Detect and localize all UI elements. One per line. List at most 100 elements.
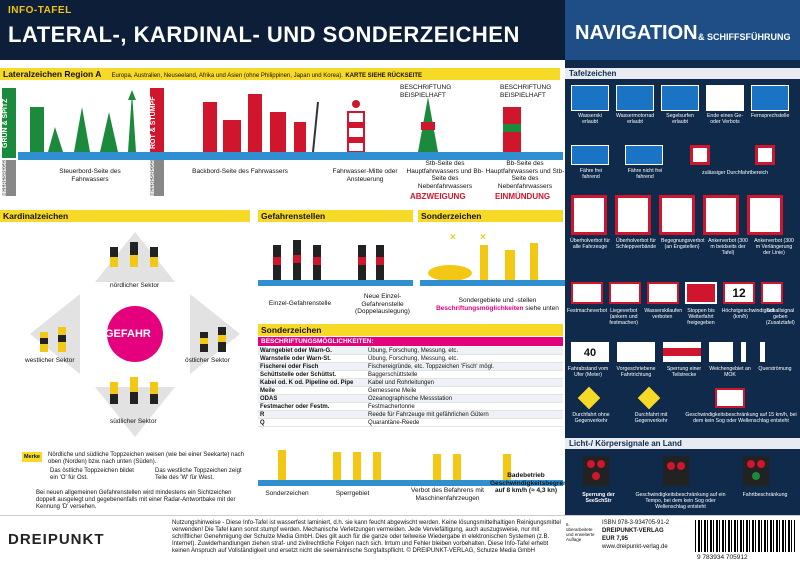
sonder-caption: Sondergebiete und -stellen Beschriftungs…	[430, 297, 565, 312]
neue-gefahr-caption: Neue Einzel-Gefahrenstelle (Doppelausleg…	[355, 293, 410, 315]
gefahren-heading: Gefahrenstellen	[258, 210, 413, 222]
speed-limit-value: 12	[723, 282, 755, 304]
nav-banner: NAVIGATION & SCHIFFSFÜHRUNG	[565, 0, 800, 60]
licht-caption: Geschwindigkeitsbeschränkung auf ein Tem…	[635, 492, 726, 510]
wasserski-sign-icon	[571, 85, 609, 111]
table-key: R	[260, 412, 265, 418]
faehre-frei-sign-icon	[571, 145, 609, 165]
sign-captions-row-5: Fahrabstand vom Ufer (Meter) Vorgeschrie…	[567, 366, 799, 378]
sonder-caption-1: Sondergebiete und -stellen	[458, 297, 537, 304]
table-key: Warngebiet oder Warn-G.	[260, 348, 332, 354]
festmacheverbot-sign-icon	[571, 282, 603, 304]
lateral-caption-1: Steuerbord-Seite des Fahrwassers	[59, 168, 121, 183]
bottom-caption-b: Sperrgebiet	[335, 490, 370, 497]
sign-row-1	[571, 85, 796, 111]
south-sector-label: südlicher Sektor	[110, 418, 157, 425]
sign-caption: Ankerverbot (300 m beidseits der Tafel)	[708, 238, 748, 256]
durchfahrt-left-sign-icon	[690, 145, 710, 165]
barcode-digits: 9 783934 705912	[697, 554, 748, 561]
barcode	[695, 520, 795, 552]
kardinal-note-1: Nördliche und südliche Toppzeichen weise…	[48, 452, 245, 465]
weichengebiet-sign-icon	[709, 342, 733, 362]
usage-notice: Nutzungshinweise - Diese Info-Tafel ist …	[172, 520, 561, 554]
publisher: DREIPUNKT-VERLAG	[602, 528, 664, 534]
sign-row-4: 12	[571, 282, 796, 304]
sign-caption: zulässiger Durchfahrtbereich	[701, 170, 769, 176]
lateral-buoys-illustration	[18, 90, 563, 160]
sonder-buoys: × ×	[420, 232, 565, 286]
begegnungsverbot-sign-icon	[659, 195, 695, 235]
ende-verbot-sign-icon	[706, 85, 744, 111]
bottom-caption-d: Badebetrieb Geschwindigkeitsbegrenzung a…	[490, 472, 583, 494]
dreipunkt-logo: DREIPUNKT	[8, 531, 105, 548]
sign-caption: Liegeverbot (ankern und festmachen)	[609, 308, 638, 326]
faehre-nicht-frei-sign-icon	[625, 145, 663, 165]
table-key: Meile	[260, 388, 276, 394]
sonder-heading: Sonderzeichen	[418, 210, 563, 222]
header-banner: INFO-TAFEL LATERAL-, KARDINAL- UND SONDE…	[0, 0, 565, 60]
sign-caption: Begegnungsverbot (an Engstellen)	[661, 238, 705, 250]
west-sector-label: westlicher Sektor	[25, 357, 75, 364]
table-value: Quarantäne-Reede	[368, 420, 420, 426]
table-value: Kabel und Rohrleitungen	[368, 380, 435, 386]
sign-caption: Fernsprechstelle	[751, 113, 790, 119]
sonder-table-heading: Sonderzeichen	[258, 324, 563, 336]
wassermotorrad-sign-icon	[616, 85, 654, 111]
sign-caption: Geschwindigkeitsbeschränkung auf 15 km/h…	[685, 412, 797, 424]
table-value: Ozeanographische Messstation	[368, 396, 453, 402]
kardinal-heading: Kardinalzeichen	[0, 210, 250, 222]
einmuendung-label: EINMÜNDUNG	[495, 192, 551, 201]
table-row: Warnstelle oder Warn-St. Übung, Forschung…	[258, 355, 563, 363]
lateral-caption-3: Fahrwasser-Mitte oder Ansteuerung	[332, 168, 398, 183]
sign-row-5: 40	[571, 342, 796, 362]
fahrtrichtung-sign-icon	[617, 342, 655, 362]
kardinal-note-4: Bei neuen allgemeinen Gefahrenstellen wi…	[36, 490, 236, 510]
sperrung-sign-icon	[663, 342, 701, 362]
sign-caption: Segelsurfen erlaubt	[666, 113, 694, 125]
sign-caption: Wasserski erlaubt	[578, 113, 602, 125]
north-sector-label: nördlicher Sektor	[110, 282, 160, 289]
stop-sign-icon	[685, 282, 717, 304]
sign-caption: Fähre nicht frei fahrend	[627, 168, 663, 180]
telephone-sign-icon	[751, 85, 789, 111]
nav-title: NAVIGATION	[575, 22, 698, 44]
svg-text:×: ×	[450, 232, 456, 243]
durchfahrt-mit-diamond-icon	[637, 386, 661, 410]
licht-caption: Fahrtbeschränkung	[742, 492, 788, 498]
einzel-gefahr-caption: Einzel-Gefahrenstelle	[268, 300, 332, 307]
sign-caption: Fahrabstand vom Ufer (Meter)	[567, 366, 609, 378]
kardinal-note-2: Das östliche Toppzeichen bildet ein 'O' …	[50, 468, 134, 481]
tafel-heading: Tafelzeichen	[565, 68, 800, 79]
table-value: Übung, Forschung, Messung, etc.	[368, 356, 459, 362]
sign-captions-row-3: Überholverbot für alle Fahrzeuge Überhol…	[569, 238, 799, 256]
beschriftung-label-2: BESCHRIFTUNG BEISPIELHAFT	[500, 84, 552, 99]
lichtsignale-illustration	[583, 456, 769, 486]
sign-caption: Schallsignal geben (Zusatztafel)	[765, 308, 795, 326]
sign-caption: Höchstgeschwindigkeit (km/h)	[721, 308, 775, 320]
sign-caption: Durchfahrt mit Gegenverkehr	[634, 412, 668, 424]
bottom-caption-c: Verbot des Befahrens mit Maschinenfahrze…	[411, 487, 484, 502]
green-spitz-label: GRÜN & SPITZ	[2, 88, 16, 158]
table-value: Fischereigründe, etc. Toppzeichen 'Fisch…	[368, 364, 494, 370]
sonder-table: Warngebiet oder Warn-G. Übung, Forschung,…	[258, 347, 563, 427]
durchfahrt-right-sign-icon	[755, 145, 775, 165]
sign-caption: Überholverbot für Schleppverbände	[615, 238, 657, 250]
publisher-url: www.dreipunkt-verlag.de	[602, 544, 668, 550]
table-key: Q	[260, 420, 265, 426]
sign-captions-row-1: Wasserski erlaubt Wassermotorrad erlaubt…	[571, 113, 796, 125]
liegeverbot-sign-icon	[609, 282, 641, 304]
durchfahrt-ohne-diamond-icon	[577, 386, 601, 410]
ankerverbot-sign-icon	[703, 195, 739, 235]
schallsignal-sign-icon	[761, 282, 783, 304]
gefahr-label: GEFAHR	[105, 328, 151, 340]
price: EUR 7,95	[602, 536, 629, 542]
sign-caption: Wassermotorrad erlaubt	[616, 113, 655, 125]
table-row: Schüttstelle oder Schüttst. Baggerschütts…	[258, 371, 563, 379]
table-row: Warngebiet oder Warn-G. Übung, Forschung,…	[258, 347, 563, 355]
merke-badge: Merke	[22, 452, 42, 462]
nav-subtitle: & SCHIFFSFÜHRUNG	[698, 32, 791, 42]
table-key: ODAS	[260, 396, 278, 402]
lateral-caption-5: Bb-Seite des Hauptfahrwassers und Stb-Se…	[485, 160, 565, 190]
licht-caption: Sperrung der SeeSchStr	[582, 492, 615, 504]
sign-caption: Fähre frei fahrend	[579, 168, 603, 180]
